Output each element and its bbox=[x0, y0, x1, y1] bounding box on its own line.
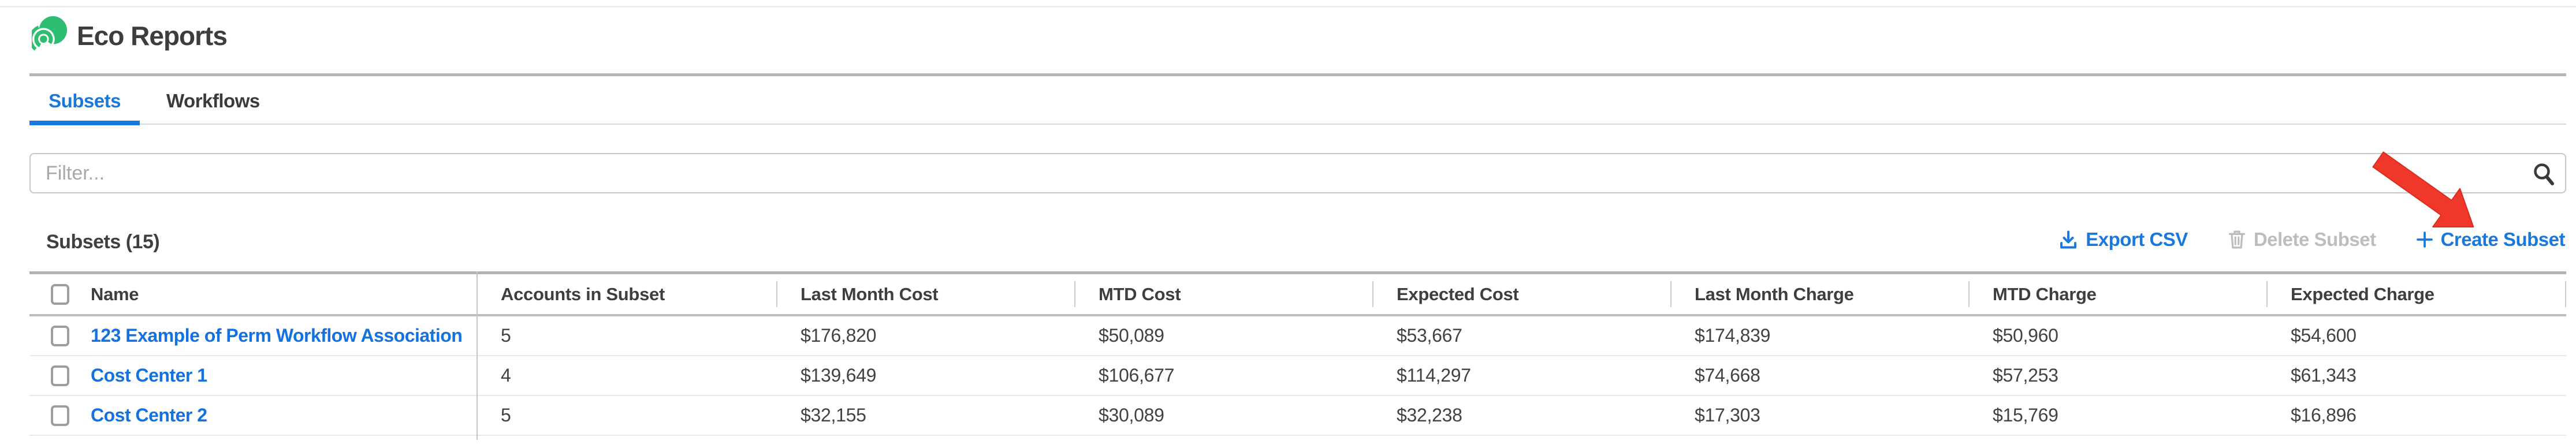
table-body: 123 Example of Perm Workflow Association… bbox=[29, 316, 2566, 436]
expected-charge-cell: $61,343 bbox=[2291, 365, 2357, 386]
subset-name-link[interactable]: Cost Center 1 bbox=[91, 365, 207, 386]
window-top-divider bbox=[0, 6, 2576, 8]
column-header-last-month-cost[interactable]: Last Month Cost bbox=[776, 274, 1074, 314]
delete-subset-button[interactable]: Delete Subset bbox=[2227, 229, 2376, 251]
name-cell: 123 Example of Perm Workflow Association bbox=[29, 316, 477, 355]
create-subset-label: Create Subset bbox=[2440, 229, 2566, 250]
expected-cost-cell: $114,297 bbox=[1397, 365, 1471, 386]
last-month-charge-cell: $17,303 bbox=[1695, 405, 1760, 425]
accounts-cell: 5 bbox=[501, 325, 511, 346]
column-header-expected-charge[interactable]: Expected Charge bbox=[2266, 274, 2566, 314]
expected-charge-cell: $54,600 bbox=[2291, 325, 2357, 346]
column-header-last-month-charge[interactable]: Last Month Charge bbox=[1670, 274, 1968, 314]
accounts-cell: 4 bbox=[501, 365, 511, 386]
row-checkbox[interactable] bbox=[51, 325, 69, 346]
last-month-charge-cell: $74,668 bbox=[1695, 365, 1760, 386]
export-csv-button[interactable]: Export CSV bbox=[2058, 229, 2188, 251]
tabs-baseline bbox=[29, 124, 2566, 125]
create-subset-button[interactable]: Create Subset bbox=[2415, 229, 2566, 251]
search-icon[interactable] bbox=[2532, 162, 2556, 187]
column-header-accounts-in-subset[interactable]: Accounts in Subset bbox=[501, 283, 665, 304]
table-actions: Export CSV Delete Subset Create Subset bbox=[2058, 229, 2566, 251]
column-header-name[interactable]: Name bbox=[29, 274, 477, 314]
last-month-cost-cell: $176,820 bbox=[801, 325, 877, 346]
expected-cost-cell: $32,238 bbox=[1397, 405, 1462, 425]
column-header-mtd-cost[interactable]: MTD Cost bbox=[1074, 274, 1372, 314]
export-csv-label: Export CSV bbox=[2086, 229, 2188, 250]
tab-subsets[interactable]: Subsets bbox=[49, 90, 121, 111]
trash-icon bbox=[2228, 230, 2245, 249]
active-tab-underline bbox=[29, 121, 140, 125]
expected-charge-cell: $16,896 bbox=[2291, 405, 2357, 425]
download-icon bbox=[2060, 230, 2077, 249]
tab-workflows[interactable]: Workflows bbox=[166, 90, 260, 111]
last-month-charge-cell: $174,839 bbox=[1695, 325, 1771, 346]
name-column-divider bbox=[477, 271, 478, 440]
subsets-count-heading: Subsets (15) bbox=[46, 231, 160, 253]
mtd-charge-cell: $57,253 bbox=[1993, 365, 2058, 386]
eco-swirl-logo bbox=[32, 16, 68, 54]
accounts-cell: 5 bbox=[501, 405, 511, 425]
mtd-charge-cell: $15,769 bbox=[1993, 405, 2058, 425]
row-checkbox[interactable] bbox=[51, 405, 69, 426]
table-row: Cost Center 1 4 $139,649 $106,677 $114,2… bbox=[29, 356, 2566, 396]
table-row: Cost Center 2 5 $32,155 $30,089 $32,238 … bbox=[29, 396, 2566, 436]
page-title: Eco Reports bbox=[77, 21, 228, 51]
header-right-divider bbox=[2565, 281, 2566, 307]
subsets-table: Name Accounts in Subset Last Month Cost … bbox=[29, 271, 2566, 440]
last-month-cost-cell: $32,155 bbox=[801, 405, 866, 425]
name-cell: Cost Center 2 bbox=[29, 396, 477, 435]
row-checkbox[interactable] bbox=[51, 365, 69, 386]
mtd-charge-cell: $50,960 bbox=[1993, 325, 2058, 346]
column-header-expected-cost[interactable]: Expected Cost bbox=[1372, 274, 1670, 314]
mtd-cost-cell: $106,677 bbox=[1099, 365, 1175, 386]
select-all-checkbox[interactable] bbox=[51, 283, 69, 305]
header-divider bbox=[29, 73, 2566, 76]
filter-input[interactable] bbox=[29, 153, 2566, 193]
name-cell: Cost Center 1 bbox=[29, 356, 477, 395]
expected-cost-cell: $53,667 bbox=[1397, 325, 1462, 346]
subset-name-link[interactable]: Cost Center 2 bbox=[91, 405, 207, 425]
mtd-cost-cell: $30,089 bbox=[1099, 405, 1164, 425]
plus-icon bbox=[2416, 232, 2433, 248]
mtd-cost-cell: $50,089 bbox=[1099, 325, 1164, 346]
delete-subset-label: Delete Subset bbox=[2253, 229, 2376, 250]
subset-name-link[interactable]: 123 Example of Perm Workflow Association bbox=[91, 325, 463, 346]
table-row: 123 Example of Perm Workflow Association… bbox=[29, 316, 2566, 356]
table-header-row: Name Accounts in Subset Last Month Cost … bbox=[29, 271, 2566, 316]
last-month-cost-cell: $139,649 bbox=[801, 365, 877, 386]
column-header-mtd-charge[interactable]: MTD Charge bbox=[1968, 274, 2266, 314]
